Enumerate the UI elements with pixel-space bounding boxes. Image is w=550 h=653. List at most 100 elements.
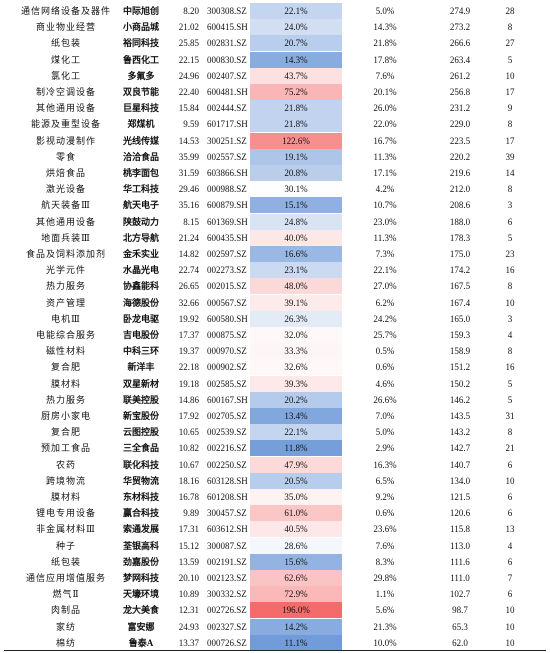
table-row: 地面兵装Ⅲ 北方导航 21.24 600435.SH 40.0% 11.3% 178.3 5 <box>0 229 550 246</box>
percent: 7.3% <box>375 249 395 259</box>
company: 巨星科技 <box>122 103 159 114</box>
stock-code: 002557.SZ <box>207 151 247 162</box>
count: 8 <box>507 119 513 130</box>
company: 龙大美食 <box>122 605 159 616</box>
count: 14 <box>505 168 515 178</box>
heat-cell: 13.4% <box>250 408 342 424</box>
heat-cell: 43.7% <box>250 67 342 84</box>
heat-cell: 19.1% <box>250 148 342 165</box>
company: 天壕环境 <box>122 589 159 600</box>
table-row: 光学元件 水晶光电 22.74 002273.SZ 23.1% 22.1% 174.2 16 <box>0 262 550 279</box>
table-row: 磁性材料 中科三环 19.37 000970.SZ 33.3% 0.5% 158.9 8 <box>0 343 550 360</box>
count: 4 <box>507 540 513 551</box>
value: 120.6 <box>449 508 471 519</box>
stock-code: 000988.SZ <box>207 184 247 195</box>
percent: 5.0% <box>375 6 395 16</box>
table-row: 其他通用设备 巨星科技 15.84 002444.SZ 21.8% 26.0% 231.2 9 <box>0 100 550 117</box>
industry: 影视动漫制作 <box>35 135 96 146</box>
company: 三全食品 <box>122 443 159 454</box>
company: 郑煤机 <box>127 119 155 130</box>
industry: 光学元件 <box>45 265 86 276</box>
heat-cell: 22.1% <box>250 424 342 441</box>
percent: 5.0% <box>375 427 395 438</box>
value: 121.5 <box>449 492 471 502</box>
percent: 17.8% <box>373 54 397 65</box>
price: 13.59 <box>178 556 199 567</box>
count: 6 <box>507 508 513 519</box>
industry: 纸包装 <box>50 38 81 49</box>
table-row: 农药 联化科技 10.67 002250.SZ 47.9% 16.3% 140.7 6 <box>0 456 550 473</box>
value: 167.5 <box>449 281 471 292</box>
price: 35.16 <box>178 200 199 211</box>
price: 20.10 <box>178 573 199 583</box>
company: 新洋丰 <box>127 362 155 373</box>
value: 143.5 <box>449 411 471 421</box>
percent: 0.6% <box>375 508 395 519</box>
count: 21 <box>505 443 515 454</box>
value: 188.0 <box>449 216 471 227</box>
industry: 煤化工 <box>50 54 81 65</box>
value: 98.7 <box>452 605 468 616</box>
price: 19.92 <box>178 313 199 324</box>
stock-code: 603612.SH <box>207 524 248 535</box>
value: 134.0 <box>449 475 471 486</box>
stock-code: 300308.SZ <box>207 6 247 16</box>
table-row: 棉纺 鲁泰A 13.37 000726.SZ 11.1% 10.0% 62.0 10 <box>0 634 550 651</box>
price: 21.02 <box>178 22 199 33</box>
company: 光线传媒 <box>122 135 159 146</box>
stock-code: 300332.SZ <box>207 589 247 600</box>
stock-code: 002585.SZ <box>207 378 247 389</box>
count: 31 <box>505 411 515 421</box>
stock-code: 002831.SZ <box>207 38 247 49</box>
stock-code: 601369.SH <box>207 216 248 227</box>
count: 10 <box>505 605 515 616</box>
price: 15.84 <box>178 103 199 114</box>
heat-cell: 20.2% <box>250 391 342 408</box>
heat-cell: 23.1% <box>250 262 342 279</box>
price: 32.66 <box>178 297 199 308</box>
industry: 种子 <box>55 540 76 551</box>
industry: 锂电专用设备 <box>35 508 96 519</box>
industry: 航天装备Ⅲ <box>41 200 91 211</box>
industry: 食品及饲料添加剂 <box>25 249 106 259</box>
percent: 23.0% <box>373 216 397 227</box>
table-row: 膜材料 东材科技 16.78 601208.SH 35.0% 9.2% 121.5 6 <box>0 489 550 505</box>
heat-cell: 196.0% <box>250 602 342 619</box>
heat-cell: 122.6% <box>250 132 342 149</box>
price: 19.37 <box>178 346 199 357</box>
count: 6 <box>507 589 513 600</box>
stock-code: 600167.SH <box>207 394 248 405</box>
company: 双星新材 <box>122 378 159 389</box>
industry: 制冷空调设备 <box>35 87 96 97</box>
price: 14.82 <box>178 249 199 259</box>
heat-cell: 20.5% <box>250 472 342 489</box>
heat-cell: 24.8% <box>250 213 342 230</box>
value: 208.6 <box>449 200 471 211</box>
value: 223.5 <box>449 135 471 146</box>
industry: 其他通用设备 <box>35 216 96 227</box>
price: 10.82 <box>178 443 199 454</box>
value: 150.2 <box>449 378 471 389</box>
percent: 0.5% <box>375 346 395 357</box>
count: 6 <box>507 492 513 502</box>
value: 167.4 <box>449 297 471 308</box>
count: 5 <box>507 54 513 65</box>
table-row: 影视动漫制作 光线传媒 14.53 300251.SZ 122.6% 16.7% 223.5… <box>0 132 550 149</box>
stock-code: 002123.SZ <box>207 573 247 583</box>
table-row: 种子 荃银高科 15.12 300087.SZ 28.6% 7.6% 113.0 4 <box>0 537 550 554</box>
value: 229.0 <box>449 119 471 130</box>
count: 39 <box>505 151 515 162</box>
count: 17 <box>505 135 515 146</box>
count: 27 <box>505 38 515 49</box>
company: 航天电子 <box>122 200 159 211</box>
heat-cell: 61.0% <box>250 505 342 522</box>
stock-code: 600481.SH <box>207 87 248 97</box>
heat-cell: 21.8% <box>250 116 342 133</box>
table-row: 制冷空调设备 双良节能 22.40 600481.SH 75.2% 20.1% 256.8 1… <box>0 84 550 100</box>
value: 102.7 <box>449 589 471 600</box>
heat-cell: 11.1% <box>250 634 342 651</box>
heat-cell: 11.8% <box>250 440 342 457</box>
stock-code: 600580.SH <box>207 313 248 324</box>
value: 231.2 <box>449 103 471 114</box>
